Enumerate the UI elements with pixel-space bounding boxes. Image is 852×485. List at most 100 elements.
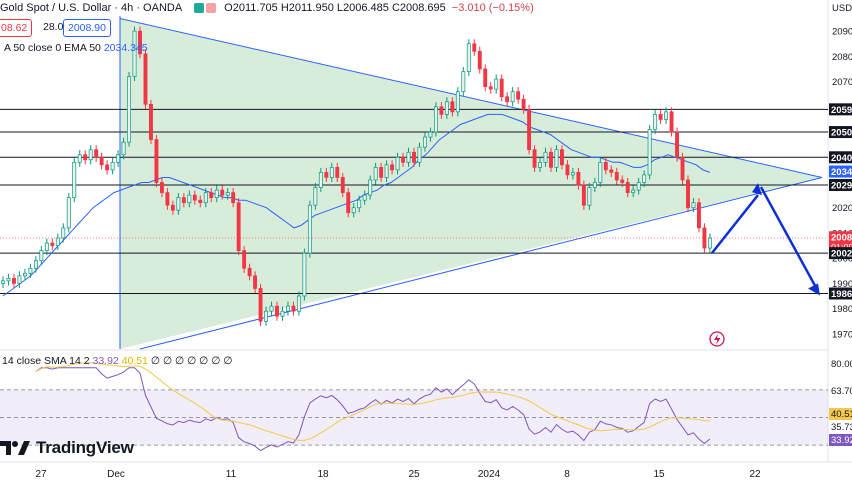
candle	[296, 295, 301, 312]
candle	[209, 192, 214, 198]
candle	[691, 202, 696, 209]
time-axis-label: 22	[749, 469, 761, 480]
candle	[466, 43, 471, 72]
price-tag-label: 1986	[831, 289, 852, 300]
time-axis-label: 25	[408, 469, 420, 480]
candle	[335, 167, 340, 178]
candle	[1, 280, 5, 284]
time-axis-label: 15	[653, 469, 665, 480]
candle	[439, 106, 444, 115]
rsi-axis-label: 80.00	[831, 359, 852, 370]
candle	[384, 164, 389, 178]
waves-icon	[206, 3, 217, 13]
candle	[707, 237, 712, 249]
candle	[598, 161, 603, 183]
rsi-legend[interactable]: 14 close SMA 14 2 33.92 40.51 ∅ ∅ ∅ ∅ ∅ …	[2, 355, 232, 367]
projection-arrow-down-head	[808, 283, 820, 296]
rsi-axis-label: 40.51	[831, 409, 852, 420]
candle	[198, 199, 203, 204]
candle	[664, 111, 669, 120]
tradingview-logo[interactable]: TradingView	[0, 437, 134, 459]
candle	[22, 272, 27, 277]
candle	[105, 164, 110, 171]
candle	[609, 169, 614, 173]
rsi-axis-label: 63.70	[831, 386, 852, 397]
price-tick-label: 1990	[832, 279, 852, 290]
candle	[340, 177, 345, 193]
candle	[653, 114, 658, 130]
candle	[433, 106, 438, 133]
rsi-axis-label: 33.92	[831, 435, 852, 446]
candle	[214, 189, 219, 198]
candle	[39, 250, 44, 262]
price-tag-label: 2008	[831, 233, 852, 244]
candle	[99, 156, 104, 166]
candle	[395, 156, 400, 171]
candle	[351, 207, 356, 214]
ohlc-values: O2011.705 H2011.950 L2006.485 C2008.695	[224, 2, 446, 14]
candle	[549, 151, 553, 168]
candle	[66, 197, 71, 229]
candle	[138, 30, 142, 55]
candle	[329, 167, 334, 178]
candle	[423, 136, 427, 148]
candle	[318, 172, 323, 188]
time-axis-label: 18	[317, 469, 329, 480]
price-tag-label: 2034	[831, 167, 852, 178]
candle	[406, 151, 411, 163]
market-status-icons	[194, 3, 217, 13]
rsi-ma-line	[35, 362, 710, 441]
candle	[686, 179, 690, 209]
price-tick-label: 2080	[832, 52, 852, 63]
rsi-legend-value: 33.92	[92, 355, 119, 367]
price-tick-label: 2000	[832, 254, 852, 265]
candle	[44, 242, 49, 251]
candle	[532, 149, 537, 168]
price-tag-label: 2059	[831, 105, 852, 116]
candle	[170, 204, 175, 211]
lower-trendline	[139, 176, 823, 350]
candle	[220, 189, 225, 196]
time-axis-label: 8	[564, 469, 570, 480]
candle	[187, 194, 192, 204]
candle	[499, 78, 504, 98]
candle	[362, 194, 367, 201]
currency-label: USD	[832, 3, 852, 14]
candle	[159, 182, 164, 193]
rsi-legend-label: 14 close SMA 14 2	[2, 355, 90, 367]
price-tag	[829, 151, 852, 164]
candle	[455, 91, 460, 113]
ema-legend[interactable]: A 50 close 0 EMA 50 2034.345	[4, 42, 148, 54]
candle	[538, 161, 542, 168]
candle	[280, 310, 285, 317]
candle	[680, 156, 685, 181]
candle	[17, 275, 22, 284]
candle	[94, 149, 99, 158]
rsi-line	[35, 367, 711, 452]
candle	[357, 199, 362, 209]
candle	[6, 278, 11, 282]
candle	[444, 101, 449, 115]
candle	[307, 204, 312, 254]
candle	[510, 91, 515, 103]
candle	[33, 260, 38, 269]
candle	[620, 179, 625, 183]
price-tag-label: 2029	[831, 181, 852, 192]
price-tick-label: 2070	[832, 77, 852, 88]
candle	[494, 78, 499, 90]
candle	[390, 164, 395, 171]
candle	[264, 310, 268, 322]
candle	[192, 194, 197, 201]
sell-price-button[interactable]: 08.62	[0, 19, 33, 37]
rsi-tag	[829, 408, 852, 420]
buy-price-button[interactable]: 2008.90	[63, 19, 111, 37]
candle	[521, 98, 526, 110]
time-axis-label: 27	[35, 469, 47, 480]
candle	[231, 192, 236, 204]
candle	[203, 192, 208, 204]
candle	[488, 86, 493, 90]
price-tag	[829, 179, 852, 192]
symbol-title[interactable]: Gold Spot / U.S. Dollar · 4h · OANDA	[0, 2, 183, 14]
candle	[275, 305, 279, 317]
